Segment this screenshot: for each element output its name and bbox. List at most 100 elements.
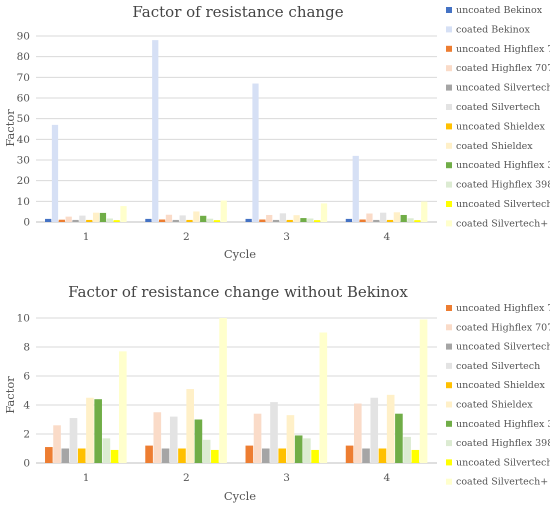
y-tick-label: 90 — [17, 31, 30, 43]
bar-coated-highflex-7077-cycle-2 — [165, 214, 173, 222]
bar-uncoated-silvertech-cycle-2 — [172, 219, 179, 222]
bar-coated-shieldex-cycle-3 — [293, 215, 300, 222]
bar-coated-silvertech-cycle-2 — [219, 318, 227, 463]
grid-layer — [36, 35, 437, 223]
x-tick-label: 3 — [283, 231, 290, 243]
bar-uncoated-highflex-3981-cycle-2 — [194, 419, 203, 463]
legend-swatch — [446, 142, 452, 149]
legend-label: uncoated Highflex 7077 — [456, 44, 550, 55]
bar-coated-highflex-7077-cycle-4 — [353, 403, 362, 463]
y-tick-label: 80 — [17, 51, 30, 63]
bar-coated-silvertech-cycle-4 — [421, 201, 428, 222]
bar-coated-shieldex-cycle-2 — [186, 389, 194, 463]
chart-title: Factor of resistance change without Beki… — [68, 283, 408, 301]
bar-coated-silvertech-cycle-4 — [370, 397, 379, 463]
bar-uncoated-highflex-3981-cycle-1 — [94, 399, 102, 463]
legend-label: uncoated Silvertech — [456, 83, 550, 94]
bar-uncoated-highflex-3981-cycle-4 — [395, 413, 403, 463]
legend-entry-uncoated-highflex-3981: uncoated Highflex 3981 — [446, 419, 550, 430]
legend-label: uncoated Silvertech+ — [456, 457, 550, 468]
legend-swatch — [446, 478, 452, 485]
bar-uncoated-highflex-7077-cycle-2 — [158, 219, 166, 222]
legend-label: uncoated Silvertech+ — [456, 199, 550, 210]
bar-coated-highflex-7077-cycle-3 — [253, 413, 262, 463]
legend-swatch — [446, 181, 452, 188]
legend-entry-coated-shieldex: coated Shieldex — [446, 400, 533, 411]
legend-label: uncoated Silvertech — [456, 342, 550, 353]
y-tick-label: 70 — [17, 72, 30, 84]
bar-uncoated-highflex-7077-cycle-3 — [259, 219, 266, 222]
bar-coated-bekinox-cycle-2 — [152, 40, 159, 223]
legend-entry-coated-silvertech: coated Silvertech — [446, 102, 540, 113]
bar-coated-highflex-3981-cycle-3 — [303, 438, 311, 463]
legend-swatch — [446, 84, 452, 91]
bars-layer — [45, 318, 428, 463]
legend-label: coated Highflex 3981 — [456, 438, 550, 449]
bar-coated-shieldex-cycle-1 — [92, 212, 100, 222]
legend-entry-coated-silvertech: coated Silvertech — [446, 361, 540, 372]
legend-label: uncoated Bekinox — [456, 5, 543, 16]
legend-entry-coated-silvertech: coated Silvertech+ — [446, 218, 548, 229]
bar-uncoated-silvertech-cycle-3 — [311, 449, 319, 463]
bar-coated-silvertech-cycle-2 — [169, 416, 178, 463]
y-tick-label: 40 — [17, 134, 30, 146]
bar-coated-silvertech-cycle-2 — [220, 200, 227, 222]
bar-uncoated-shieldex-cycle-3 — [278, 448, 287, 463]
bar-uncoated-bekinox-cycle-3 — [245, 218, 252, 222]
bar-coated-shieldex-cycle-4 — [393, 212, 400, 222]
bar-uncoated-highflex-3981-cycle-1 — [99, 212, 107, 222]
legend-entry-uncoated-highflex-7077: uncoated Highflex 7077 — [446, 303, 550, 314]
legend-label: coated Shieldex — [456, 400, 533, 411]
legend-entry-uncoated-highflex-3981: uncoated Highflex 3981 — [446, 160, 550, 171]
ticks-layer: 0 10 20 30 40 50 60 70 80 90 1 2 3 4 — [17, 31, 391, 244]
bar-uncoated-shieldex-cycle-4 — [386, 219, 394, 222]
bar-uncoated-highflex-3981-cycle-4 — [400, 214, 407, 222]
legend-entry-uncoated-silvertech: uncoated Silvertech — [446, 83, 550, 94]
bar-coated-highflex-3981-cycle-2 — [206, 218, 214, 222]
bar-uncoated-silvertech-cycle-1 — [61, 448, 70, 463]
y-tick-label: 8 — [23, 342, 30, 354]
bar-uncoated-shieldex-cycle-4 — [378, 448, 387, 463]
legend-swatch — [446, 324, 452, 331]
legend-label: coated Silvertech+ — [456, 477, 548, 488]
bar-coated-silvertech-cycle-3 — [320, 203, 328, 222]
legend-label: coated Silvertech+ — [456, 218, 548, 229]
legend-swatch — [446, 362, 452, 369]
legend-swatch — [446, 343, 452, 350]
bar-uncoated-bekinox-cycle-4 — [345, 218, 353, 222]
bar-coated-silvertech-cycle-3 — [279, 213, 287, 222]
bar-coated-silvertech-cycle-1 — [119, 351, 127, 463]
chart-resistance-change: Factor of resistance change Factor Cycle… — [3, 3, 550, 261]
bar-coated-silvertech-cycle-4 — [419, 319, 428, 463]
legend-entry-uncoated-highflex-7077: uncoated Highflex 7077 — [446, 44, 550, 55]
x-tick-label: 4 — [384, 472, 391, 484]
legend-label: uncoated Shieldex — [456, 380, 546, 391]
y-tick-label: 60 — [17, 93, 30, 105]
bar-uncoated-highflex-7077-cycle-1 — [58, 219, 65, 222]
legend-entry-coated-highflex-7077: coated Highflex 7077 — [446, 63, 550, 74]
x-tick-label: 1 — [83, 472, 90, 484]
bar-uncoated-silvertech-cycle-4 — [373, 219, 380, 222]
bar-coated-highflex-3981-cycle-1 — [106, 218, 113, 222]
x-tick-label: 3 — [283, 472, 290, 484]
bar-uncoated-highflex-7077-cycle-2 — [145, 445, 153, 463]
bar-uncoated-silvertech-cycle-1 — [72, 219, 79, 222]
legend-swatch — [446, 440, 452, 447]
legend-swatch — [446, 459, 452, 466]
x-tick-label: 1 — [83, 231, 90, 243]
y-tick-label: 30 — [17, 155, 30, 167]
bar-uncoated-silvertech-cycle-1 — [110, 449, 119, 463]
x-tick-label: 2 — [183, 231, 190, 243]
bar-uncoated-highflex-7077-cycle-4 — [345, 445, 354, 463]
y-tick-label: 0 — [23, 458, 30, 470]
bar-uncoated-shieldex-cycle-1 — [86, 219, 93, 222]
legend-entry-uncoated-bekinox: uncoated Bekinox — [446, 5, 543, 16]
y-tick-label: 2 — [23, 429, 30, 441]
bar-uncoated-silvertech-cycle-3 — [314, 220, 321, 222]
legend-label: coated Highflex 7077 — [456, 63, 550, 74]
bar-uncoated-highflex-7077-cycle-4 — [359, 219, 366, 222]
legend-entry-uncoated-shieldex: uncoated Shieldex — [446, 121, 546, 132]
bar-uncoated-silvertech-cycle-1 — [113, 220, 120, 222]
bar-coated-highflex-3981-cycle-4 — [403, 436, 411, 463]
bar-coated-highflex-7077-cycle-1 — [65, 216, 72, 222]
